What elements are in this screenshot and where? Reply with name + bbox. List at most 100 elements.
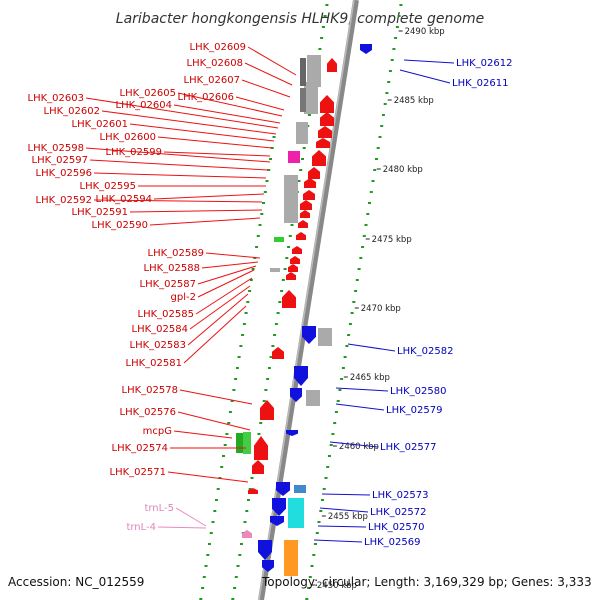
gc-dot [237, 356, 241, 358]
gc-dot [225, 433, 229, 435]
gc-dot [321, 26, 325, 28]
hypothetical-gene [284, 175, 298, 223]
gene-label: LHK_02572 [370, 507, 426, 518]
reverse-gene-arrow [294, 366, 308, 386]
gene-label: LHK_02585 [138, 309, 194, 320]
gc-dot [347, 334, 351, 336]
gc-dot [246, 301, 250, 303]
gene-label: LHK_02607 [184, 75, 240, 86]
hypothetical-gene [296, 122, 308, 144]
label-connector [167, 471, 249, 483]
label-connector [321, 493, 371, 496]
forward-gene-arrow [308, 167, 320, 179]
gc-dot [355, 279, 359, 281]
gc-dot [231, 598, 235, 600]
forward-gene-arrow [254, 436, 268, 460]
label-connector [403, 59, 455, 64]
label-connector [335, 387, 389, 392]
label-connector [241, 79, 291, 98]
gene-labels: LHK_02609LHK_02608LHK_02607LHK_02606LHK_… [28, 42, 513, 548]
gene-label: LHK_02603 [28, 93, 84, 104]
forward-gene-arrow [303, 190, 315, 200]
gene-features [236, 44, 372, 576]
label-connector [244, 62, 293, 86]
label-connector [85, 97, 279, 129]
rna-feature [288, 151, 300, 163]
label-connector [329, 441, 379, 448]
gc-dot [307, 114, 311, 116]
gc-dot [251, 268, 255, 270]
gc-dot [247, 499, 250, 501]
label-connector [149, 217, 261, 226]
gc-dot [265, 180, 269, 182]
gene-label: LHK_02609 [190, 42, 246, 53]
label-connector [187, 293, 249, 346]
label-connector [347, 343, 396, 352]
forward-gene-arrow [252, 460, 264, 474]
label-connector [173, 104, 281, 124]
gc-dot [271, 345, 275, 347]
reverse-gene-arrow [360, 44, 372, 54]
gc-dot [235, 367, 239, 369]
gene-label: LHK_02579 [386, 405, 442, 416]
gc-dot [248, 290, 252, 292]
gc-dot [249, 279, 253, 281]
gc-dot [301, 158, 304, 160]
gc-dot [324, 477, 328, 479]
tick-label: 2480 kbp [383, 165, 423, 175]
gc-dot [352, 301, 356, 303]
gc-dot [314, 543, 317, 545]
gc-dot [243, 521, 247, 523]
gene-label: LHK_02594 [96, 194, 152, 205]
label-connector [93, 199, 263, 203]
forward-gene-arrow [320, 95, 334, 113]
gc-dot [333, 422, 337, 424]
misc-feature [236, 433, 244, 453]
gc-dot [213, 510, 217, 512]
gc-dot [234, 378, 238, 380]
label-connector [197, 269, 255, 298]
reverse-gene-arrow [302, 326, 316, 344]
gc-dot [357, 268, 361, 270]
gene-label: LHK_02587 [140, 279, 196, 290]
gc-dot [233, 587, 237, 589]
gc-dot [256, 235, 260, 237]
label-connector [399, 69, 451, 84]
gc-dot [208, 543, 211, 545]
label-connector [175, 507, 207, 527]
gc-dot [263, 191, 267, 193]
tick-label: 2450 kbp [317, 581, 357, 591]
gc-dot [392, 48, 396, 50]
label-connector [183, 305, 247, 364]
gc-dot [290, 224, 294, 226]
gc-dot [305, 598, 309, 600]
tick-label: 2490 kbp [405, 27, 445, 37]
gc-dot [387, 81, 391, 83]
gc-dot [269, 356, 273, 358]
topology-text: Topology: circular; Length: 3,169,329 bp… [261, 575, 592, 589]
gc-dot [307, 587, 311, 589]
gene-label: LHK_02576 [120, 407, 176, 418]
gene-label: LHK_02606 [178, 92, 234, 103]
gene-label: LHK_02588 [144, 263, 200, 274]
label-connector [157, 526, 207, 529]
gc-dot [350, 312, 354, 314]
gc-dot [244, 312, 248, 314]
coordinate-ticks: 2490 kbp 2485 kbp 2480 kbp 2475 kbp 2470 kbp… [310, 27, 445, 591]
reverse-gene-arrow [286, 430, 298, 436]
gc-dot [257, 433, 261, 435]
gc-dot [322, 488, 326, 490]
gc-dot [340, 378, 344, 380]
hypothetical-gene [304, 82, 318, 114]
tick-label: 2470 kbp [361, 304, 401, 314]
label-connector [129, 123, 275, 142]
forward-gene-arrow [304, 178, 316, 188]
gc-dot [250, 477, 254, 479]
forward-gene-arrow [320, 112, 334, 126]
gc-dot [267, 367, 271, 369]
reverse-gene-arrow [262, 560, 274, 572]
gc-dot [267, 169, 271, 171]
gc-dot [302, 147, 306, 149]
gene-label: LHK_02612 [456, 58, 512, 69]
